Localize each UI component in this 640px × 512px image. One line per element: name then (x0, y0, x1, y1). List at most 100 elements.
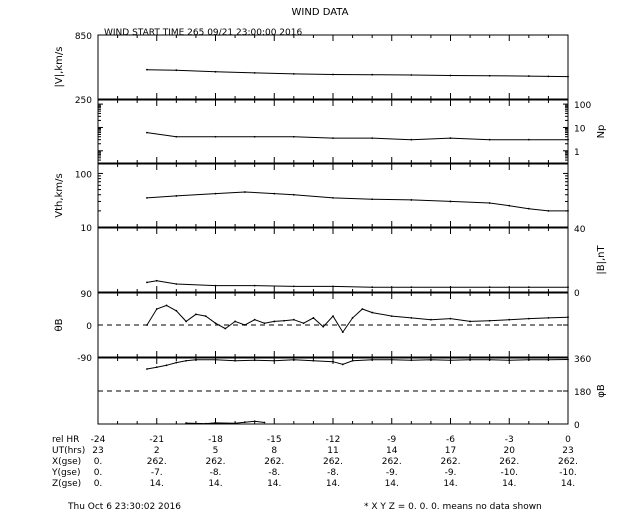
data-point (508, 204, 511, 207)
data-point (146, 131, 148, 134)
row-value: 0 (565, 435, 571, 445)
row-value: -9. (445, 468, 457, 478)
data-point (214, 70, 217, 73)
row-value: -6 (446, 435, 455, 445)
row-value: -8. (210, 468, 222, 478)
data-point (224, 327, 227, 330)
time-table: rel HR -24 -21 -18 -15 -12 -9 -6 -3 0 UT(hrs) 23 2 5 8… (51, 435, 578, 489)
data-point (146, 324, 148, 326)
data-point (567, 286, 569, 289)
row-value: 0. (94, 479, 103, 489)
data-point (253, 284, 256, 287)
series-line-vth-0 (146, 191, 568, 212)
data-point (155, 308, 158, 310)
data-point (302, 322, 305, 325)
y-tick-label: -90 (77, 354, 92, 364)
data-point (332, 360, 334, 363)
data-point (410, 286, 413, 289)
y-tick-label: 1 (574, 148, 580, 158)
time-table-row: Z(gse) 0. 14. 14. 14. 14. 14. 14. 14. 14. (52, 479, 575, 489)
axis-label: Vth,km/s (54, 173, 65, 217)
data-point (371, 73, 374, 76)
series-line-v-0 (146, 69, 569, 78)
data-point (243, 191, 246, 193)
data-point (508, 318, 511, 321)
data-point (146, 68, 148, 71)
data-point (449, 200, 452, 203)
data-point (430, 318, 432, 321)
data-point (488, 74, 491, 77)
row-value: -9. (386, 468, 398, 478)
data-point (155, 366, 158, 369)
data-point (146, 281, 148, 284)
data-point (351, 316, 354, 319)
data-point (361, 308, 364, 310)
data-point (243, 421, 246, 424)
panel-vth: 100 10 Vth,km/s (54, 163, 569, 234)
row-value: -8. (327, 468, 339, 478)
y-tick-label: 850 (75, 32, 92, 42)
data-point (292, 358, 295, 361)
data-point (351, 359, 354, 362)
data-point (214, 284, 217, 287)
row-value: -24 (91, 435, 106, 445)
row-value: -10. (559, 468, 577, 478)
row-value: 14. (385, 479, 399, 489)
data-point (292, 285, 295, 288)
data-point (292, 73, 295, 75)
data-point (371, 198, 374, 201)
footer-timestamp: Thu Oct 6 23:30:02 2016 (67, 502, 181, 512)
data-point (527, 317, 530, 320)
data-point (527, 75, 530, 77)
series-line-np-0 (146, 132, 568, 141)
data-point (332, 285, 334, 288)
axis-label: |B|,nT (596, 245, 607, 275)
row-value: 14. (502, 479, 516, 489)
panel-frame (97, 99, 569, 164)
data-point (214, 422, 217, 424)
data-point (410, 138, 413, 141)
data-point (488, 286, 491, 289)
data-point (567, 138, 569, 141)
row-label: UT(hrs) (52, 446, 85, 456)
data-point (165, 304, 168, 307)
row-value: 14. (326, 479, 340, 489)
data-point (253, 359, 256, 362)
series-line-b-0 (146, 280, 568, 288)
footer-note: * X Y Z = 0. 0. 0. means no data shown (364, 502, 542, 512)
y-tick-label: 100 (75, 170, 92, 180)
data-point (527, 138, 530, 141)
data-point (155, 279, 158, 282)
data-point (332, 315, 334, 318)
data-point (410, 359, 413, 362)
data-point (234, 422, 236, 425)
data-point (390, 358, 393, 361)
panel-v: 850 250 |V|,km/s (54, 32, 569, 106)
data-point (488, 202, 491, 204)
time-table-row: rel HR -24 -21 -18 -15 -12 -9 -6 -3 0 (52, 435, 571, 445)
start-time-label: WIND START TIME 265 09/21 23:00:00 2016 (104, 28, 302, 38)
data-point (273, 320, 276, 323)
axis-label: |V|,km/s (54, 47, 65, 88)
data-point (214, 358, 217, 361)
y-tick-label: 40 (574, 225, 586, 235)
data-point (547, 209, 550, 212)
y-tick-label: 10 (574, 124, 586, 134)
data-point (567, 358, 569, 361)
row-value: 262. (382, 457, 402, 467)
row-label: rel HR (52, 435, 79, 445)
y-tick-label: 90 (81, 290, 93, 300)
row-value: 5 (213, 446, 219, 456)
row-value: 14. (150, 479, 164, 489)
data-point (263, 421, 266, 424)
row-value: 262. (440, 457, 460, 467)
data-point (547, 75, 550, 78)
data-point (488, 319, 491, 322)
data-point (341, 331, 344, 334)
y-tick-label: 0 (574, 289, 580, 299)
row-value: 11 (327, 446, 338, 456)
data-point (341, 363, 344, 366)
data-point (332, 73, 334, 76)
row-label: Z(gse) (52, 479, 81, 489)
y-tick-label: 100 (574, 101, 591, 111)
